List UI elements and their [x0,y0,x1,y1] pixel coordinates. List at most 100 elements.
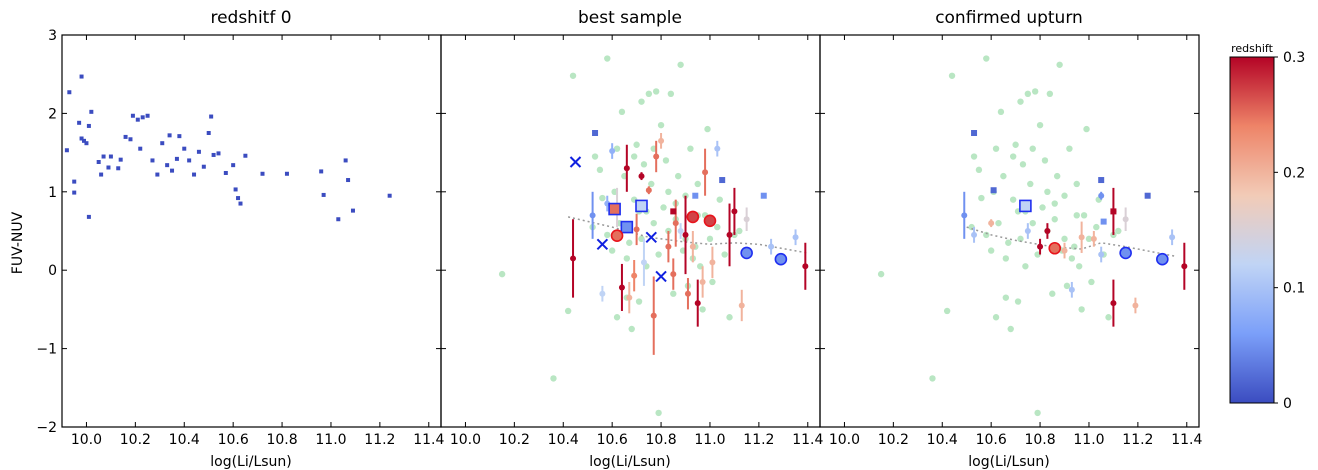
background-galaxy-point [736,227,743,235]
background-galaxy-point [1031,88,1039,95]
errorbar-point [802,263,809,270]
data-point [319,169,324,174]
x-tick-label: 10.8 [645,432,676,448]
background-galaxy-point [983,231,990,239]
scatter-plot-best-sample: 10.0 10.2 10.4 10.6 10.8 11.0 11.2 11.4 [440,34,823,448]
data-point [284,171,289,176]
data-point [336,217,341,222]
open-square-marker [1019,199,1032,213]
background-galaxy-point [633,141,640,148]
data-point [150,158,155,163]
data-point [167,133,172,138]
cross-marker [655,270,667,283]
y-axis-label: FUV-NUV [10,211,26,274]
background-galaxy-point [1093,223,1100,231]
x-axis-label-panel-3: log(Li/Lsun) [968,454,1050,470]
background-galaxy-point [1063,282,1071,290]
data-point [79,74,84,79]
redshift-colorbar: redshift 0.3 0.2 0.1 0 [1229,42,1305,412]
background-galaxy-point [1041,157,1049,164]
data-point [236,196,241,201]
panel-title-best-sample: best sample [578,8,682,28]
errorbar-point [1024,228,1031,234]
x-tick-label: 11.4 [792,432,823,448]
errorbar-point [738,302,745,309]
square-marker [692,192,699,199]
errorbar-point [1098,251,1105,258]
colorbar-tick-label: 0.3 [1283,50,1305,66]
errorbar-point [768,243,775,250]
background-galaxy-point [1078,306,1085,313]
background-galaxy-point [687,145,694,152]
background-galaxy-point [992,314,1000,321]
errorbar-point [645,187,652,194]
square-marker [760,192,767,199]
background-galaxy-point [1012,141,1019,148]
data-point [145,113,150,118]
background-galaxy-point [987,247,995,254]
background-galaxy-point [699,306,706,313]
y-tick-label: −1 [36,342,57,358]
data-point [79,136,84,141]
background-galaxy-point [983,55,990,62]
errorbar-point [1110,300,1117,307]
data-point [72,179,77,184]
panel-title-redshift-0: redshitf 0 [210,8,291,28]
x-tick-label: 10.2 [499,432,530,448]
colorbar-gradient [1229,56,1275,404]
background-galaxy-point [1029,219,1036,227]
data-point [64,148,69,153]
background-galaxy-point [628,325,635,333]
background-galaxy-point [948,72,956,79]
background-galaxy-point [652,88,660,95]
data-point [106,165,111,170]
background-galaxy-point [670,290,677,297]
background-galaxy-point [1061,235,1068,243]
x-tick-label: 10.2 [120,432,151,448]
errorbar-point [1169,234,1176,241]
cross-marker [596,238,609,251]
x-tick-label: 11.2 [364,432,395,448]
background-galaxy-point [657,121,665,129]
background-galaxy-point [1007,325,1014,333]
errorbar-point [726,231,733,238]
background-galaxy-point [1002,255,1010,262]
data-point [238,201,243,206]
data-point [99,172,104,177]
background-galaxy-point [1024,90,1032,98]
background-galaxy-point [975,166,983,174]
errorbar-point [1090,235,1097,242]
errorbar-point [792,234,799,241]
errorbar-point [1122,216,1129,223]
background-galaxy-point [1014,298,1022,305]
background-galaxy-point [694,180,701,188]
x-tick-label: 11.0 [315,432,346,448]
y-tick-label: 3 [48,28,57,44]
background-galaxy-point [1027,180,1034,188]
background-galaxy-point [1009,196,1017,203]
data-point [243,153,248,158]
data-point [160,141,165,146]
square-marker [719,177,726,184]
data-point [89,109,94,114]
data-point [233,187,238,192]
data-point [72,190,77,195]
background-galaxy-point [667,90,675,98]
x-tick-label: 10.8 [1024,432,1055,448]
errorbar-point [684,290,691,297]
background-galaxy-point [1039,204,1046,211]
errorbar-point [623,165,630,172]
square-marker [1144,192,1151,199]
cross-marker [569,156,582,168]
y-tick-label: 1 [48,185,57,201]
data-point [209,114,214,119]
background-galaxy-point [626,239,633,246]
errorbar-point [650,312,657,319]
errorbar-point [570,255,577,262]
background-galaxy-point [1073,212,1080,219]
median-trend-line [567,216,808,254]
open-circle-marker [703,214,717,228]
data-point [321,192,326,197]
background-galaxy-point [1002,294,1010,301]
